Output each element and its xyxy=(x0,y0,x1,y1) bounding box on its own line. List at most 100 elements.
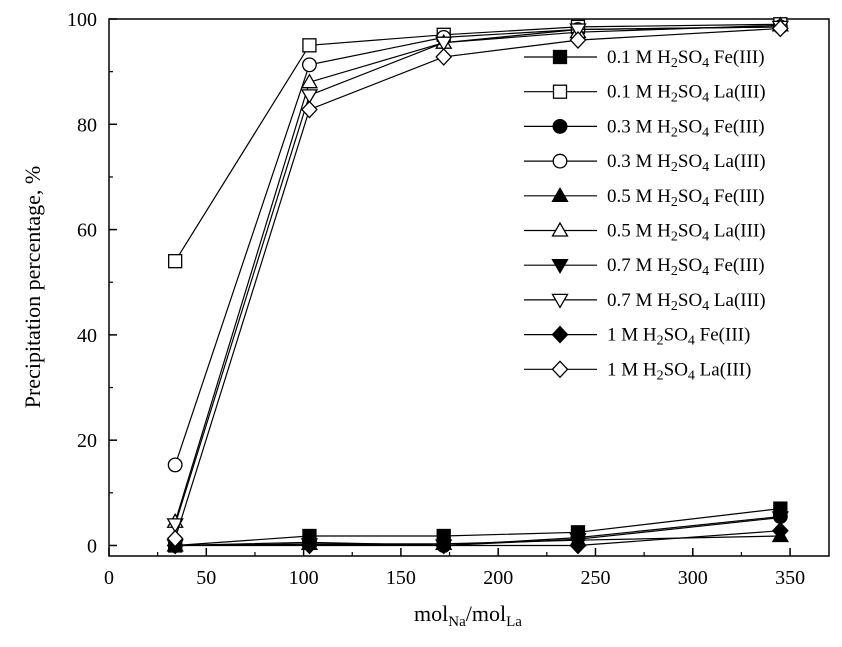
legend-label-part: La(III) xyxy=(695,359,751,380)
legend-label-subscript: 4 xyxy=(688,334,695,349)
series-line xyxy=(175,517,781,547)
legend-label-subscript: 4 xyxy=(702,264,709,279)
x-tick-label: 0 xyxy=(104,567,114,589)
x-axis-title-sub1: Na xyxy=(448,614,466,630)
legend-label: 0.3 M H2SO4 La(III) xyxy=(607,151,766,175)
x-tick-label: 350 xyxy=(775,567,805,589)
legend-label-part: SO xyxy=(664,359,688,380)
x-tick-label: 300 xyxy=(678,567,708,589)
legend-label-subscript: 4 xyxy=(702,299,709,314)
y-tick-label: 60 xyxy=(77,220,97,242)
data-point xyxy=(569,536,587,555)
legend-marker xyxy=(551,186,569,202)
legend-label: 0.7 M H2SO4 La(III) xyxy=(607,290,766,314)
legend-marker xyxy=(551,293,569,309)
legend-label-part: 0.3 M H xyxy=(607,116,671,137)
legend-label-part: La(III) xyxy=(709,151,765,172)
legend-label-subscript: 4 xyxy=(702,195,709,210)
legend-label-subscript: 2 xyxy=(671,160,678,175)
legend-label-part: 0.5 M H xyxy=(607,221,671,242)
x-tick-label: 250 xyxy=(580,567,610,589)
legend-entry-5: 0.5 M H2SO4 Fe(III) xyxy=(524,186,765,210)
data-point xyxy=(167,457,183,473)
data-point xyxy=(435,36,453,52)
series-9 xyxy=(166,521,789,555)
legend-label-part: Fe(III) xyxy=(709,116,764,137)
data-point xyxy=(569,31,587,50)
legend-entry-1: 0.1 M H2SO4 Fe(III) xyxy=(524,47,765,71)
legend-label: 1 M H2SO4 Fe(III) xyxy=(607,325,750,349)
data-point xyxy=(166,529,184,548)
x-tick-label: 150 xyxy=(386,567,416,589)
legend-label-subscript: 2 xyxy=(671,230,678,245)
x-axis-title-main: mol xyxy=(414,601,448,626)
legend-label-part: Fe(III) xyxy=(709,47,764,68)
legend-label-subscript: 4 xyxy=(688,368,695,383)
data-point xyxy=(435,47,453,66)
legend-label: 0.1 M H2SO4 La(III) xyxy=(607,82,766,106)
legend-marker xyxy=(552,84,568,99)
y-tick-label: 0 xyxy=(87,535,97,557)
data-point xyxy=(168,254,183,269)
legend-entry-6: 0.5 M H2SO4 La(III) xyxy=(524,221,766,245)
legend-label-subscript: 2 xyxy=(657,334,664,349)
legend-label-part: 0.7 M H xyxy=(607,255,671,276)
legend-entry-2: 0.1 M H2SO4 La(III) xyxy=(524,82,766,106)
x-axis-title-sub2: La xyxy=(506,614,522,630)
legend-entry-7: 0.7 M H2SO4 Fe(III) xyxy=(524,255,765,279)
legend-label-subscript: 4 xyxy=(702,91,709,106)
legend-label-part: 0.3 M H xyxy=(607,151,671,172)
legend-label-part: SO xyxy=(678,151,702,172)
data-point xyxy=(301,100,318,119)
data-point xyxy=(771,19,789,38)
y-tick-label: 20 xyxy=(77,430,97,452)
legend-label-subscript: 2 xyxy=(671,91,678,106)
legend-label-subscript: 2 xyxy=(671,125,678,140)
data-point xyxy=(300,89,319,105)
x-axis-title: molNa/molLa xyxy=(414,601,522,630)
series-line xyxy=(175,515,781,547)
legend-label-subscript: 4 xyxy=(702,230,709,245)
legend: 0.1 M H2SO4 Fe(III)0.1 M H2SO4 La(III)0.… xyxy=(524,47,766,383)
legend-label-part: Fe(III) xyxy=(695,325,750,346)
legend-entry-9: 1 M H2SO4 Fe(III) xyxy=(524,325,750,349)
legend-label-part: La(III) xyxy=(709,221,765,242)
legend-label-part: 1 M H xyxy=(607,325,657,346)
legend-entry-8: 0.7 M H2SO4 La(III) xyxy=(524,290,766,314)
y-tick-label: 100 xyxy=(67,9,97,31)
legend-label-part: SO xyxy=(678,82,702,103)
data-point xyxy=(300,73,319,89)
axis-ticks: 0 50 100 150 200 250 300 350 0 20 40 60 80 100 xyxy=(67,9,805,589)
legend-label-part: La(III) xyxy=(709,82,765,103)
legend-label-subscript: 4 xyxy=(702,125,709,140)
x-tick-label: 100 xyxy=(289,567,319,589)
legend-label-part: 1 M H xyxy=(607,359,657,380)
series-line xyxy=(174,27,781,539)
plot-frame xyxy=(108,18,830,557)
legend-label-part: SO xyxy=(678,47,702,68)
x-axis-title-mid: /mol xyxy=(466,601,506,626)
legend-label-subscript: 2 xyxy=(671,195,678,210)
legend-label-subscript: 2 xyxy=(671,56,678,71)
legend-label: 1 M H2SO4 La(III) xyxy=(607,359,751,383)
legend-label-part: SO xyxy=(678,290,702,311)
series-layer xyxy=(166,16,789,555)
legend-marker xyxy=(552,118,568,134)
y-axis-title: Precipitation percentage, % xyxy=(20,166,45,409)
legend-label-part: 0.1 M H xyxy=(607,82,671,103)
legend-label: 0.5 M H2SO4 La(III) xyxy=(607,221,766,245)
legend-label-part: SO xyxy=(678,186,702,207)
data-point xyxy=(771,511,789,527)
legend-label-part: SO xyxy=(678,116,702,137)
legend-label-part: La(III) xyxy=(709,290,765,311)
data-point xyxy=(302,38,317,53)
data-point xyxy=(569,23,587,39)
legend-entry-4: 0.3 M H2SO4 La(III) xyxy=(524,151,766,175)
series-10 xyxy=(166,19,789,548)
data-point xyxy=(771,521,789,540)
legend-marker xyxy=(552,153,568,169)
legend-label-part: SO xyxy=(678,221,702,242)
legend-label-part: Fe(III) xyxy=(709,186,764,207)
legend-label: 0.1 M H2SO4 Fe(III) xyxy=(607,47,765,71)
legend-label: 0.7 M H2SO4 Fe(III) xyxy=(607,255,765,279)
